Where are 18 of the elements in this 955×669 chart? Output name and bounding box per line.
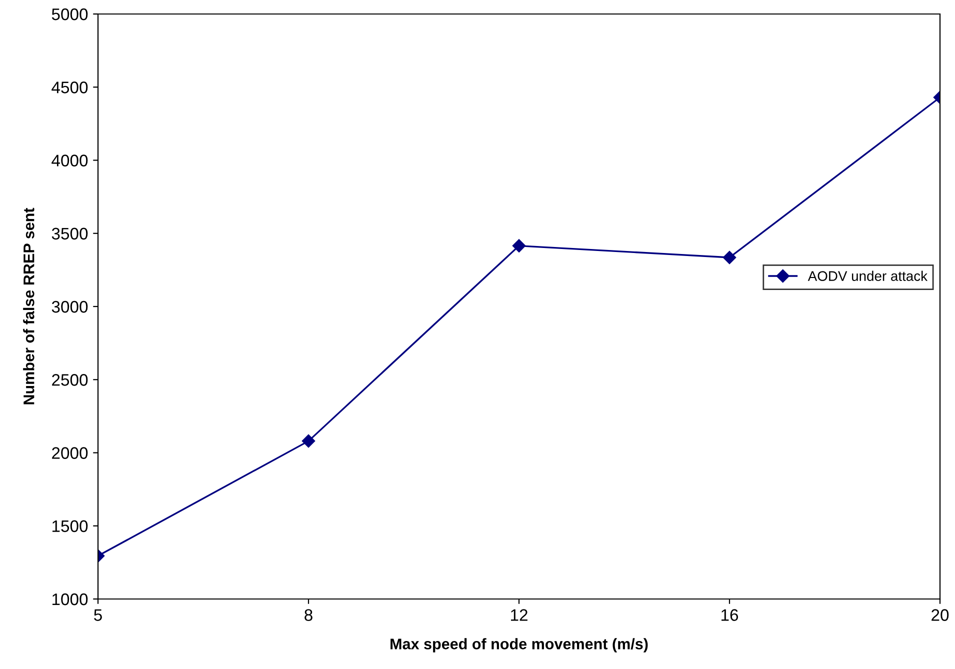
y-tick-label: 4000 — [52, 154, 88, 166]
x-tick-label: 5 — [94, 609, 102, 621]
x-tick-label: 16 — [722, 609, 738, 621]
y-tick-label: 5000 — [52, 8, 88, 20]
x-tick-label: 8 — [304, 609, 312, 621]
y-tick-label: 3000 — [52, 300, 88, 313]
x-axis-title: Max speed of node movement (m/s) — [390, 638, 648, 652]
point — [512, 239, 526, 252]
legend-label: AODV under attack — [808, 270, 928, 281]
y-tick-label: 1000 — [52, 593, 88, 606]
y-axis-title: Number of false RREP sent — [23, 208, 34, 404]
y-tick-label: 2000 — [52, 447, 88, 459]
y-tick-label: 3500 — [52, 228, 88, 240]
x-tick-label: 12 — [511, 609, 528, 621]
y-tick-label: 2500 — [52, 374, 88, 386]
y-tick-label: 4500 — [52, 82, 88, 94]
y-tick-label: 1500 — [52, 520, 88, 532]
x-tick-label: 20 — [932, 609, 949, 621]
